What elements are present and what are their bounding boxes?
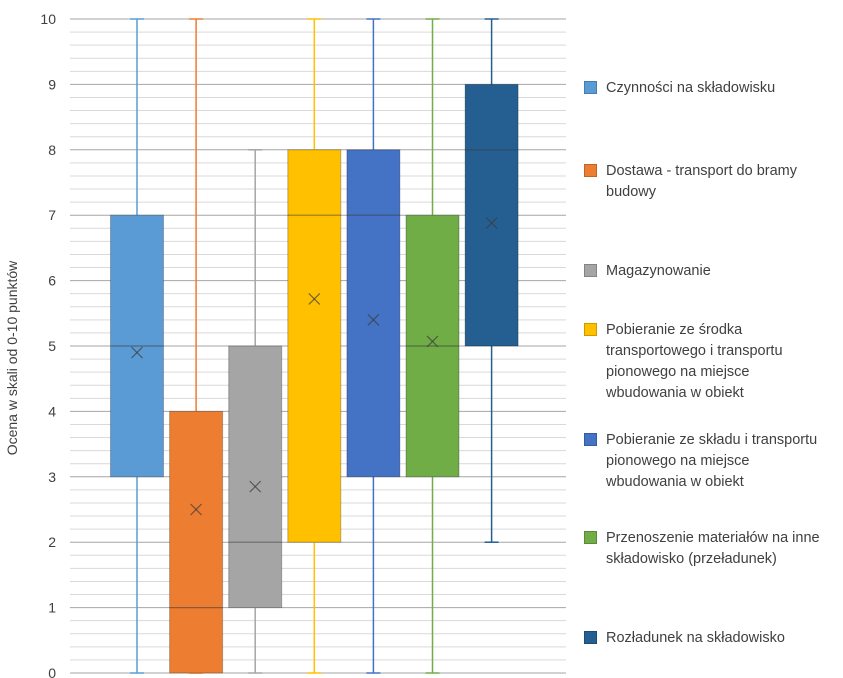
- y-tick-label: 2: [48, 534, 56, 550]
- boxes: [110, 18, 519, 674]
- y-tick-label: 3: [48, 469, 56, 485]
- legend-swatch: [584, 264, 597, 277]
- y-tick-label: 8: [48, 142, 56, 158]
- box-6: [405, 18, 460, 674]
- y-tick-label: 9: [48, 76, 56, 92]
- box-7: [464, 18, 519, 543]
- legend-swatch: [584, 433, 597, 446]
- legend-item: Czynności na składowisku: [584, 78, 775, 99]
- legend-swatch: [584, 164, 597, 177]
- y-tick-label: 1: [48, 600, 56, 616]
- box-2: [169, 18, 224, 674]
- legend-label: Magazynowanie: [606, 263, 711, 279]
- mean-marker: [190, 503, 203, 516]
- y-tick-label: 10: [40, 11, 56, 27]
- legend-item: Magazynowanie: [584, 261, 711, 282]
- legend-label: Czynności na składowisku: [606, 80, 776, 96]
- box-iqr: [228, 345, 283, 609]
- y-tick-label: 7: [48, 207, 56, 223]
- legend-item: Dostawa - transport do bramy budowy: [584, 161, 797, 203]
- mean-marker: [485, 217, 498, 229]
- box-iqr: [287, 149, 342, 543]
- mean-marker: [426, 335, 439, 348]
- box-4: [287, 18, 342, 674]
- mean-marker: [367, 313, 380, 326]
- legend-label: Dostawa - transport do bramy budowy: [606, 163, 797, 200]
- legend-item: Pobieranie ze środka transportowego i tr…: [584, 320, 783, 404]
- legend-swatch: [584, 81, 597, 94]
- legend: Czynności na składowisku Dostawa - transp…: [584, 0, 843, 678]
- box-5: [346, 18, 401, 674]
- y-axis-ticks: 0 1 2 3 4 5 6 7 8 9 10: [40, 11, 56, 678]
- y-axis-label: Ocena w skali od 0-10 punktów: [4, 260, 20, 455]
- box-iqr: [346, 149, 401, 478]
- y-tick-label: 4: [48, 403, 56, 419]
- y-tick-label: 6: [48, 273, 56, 289]
- legend-item: Rozładunek na składowisko: [584, 628, 785, 649]
- box-plot-chart: 0 1 2 3 4 5 6 7 8 9 10 Ocena w skali od 0-10 punkt…: [4, 11, 566, 678]
- mean-marker: [131, 346, 143, 359]
- box-3: [228, 149, 283, 674]
- box-iqr: [169, 410, 224, 674]
- y-tick-label: 5: [48, 338, 56, 354]
- legend-swatch: [584, 531, 597, 544]
- legend-label: Rozładunek na składowisko: [606, 630, 785, 646]
- legend-label: Pobieranie ze środka transportowego i tr…: [606, 322, 783, 401]
- box-iqr: [464, 83, 519, 347]
- mean-marker: [308, 292, 321, 305]
- y-tick-label: 0: [48, 665, 56, 678]
- mean-marker: [249, 480, 262, 493]
- legend-label: Przenoszenie materiałów na inne składowi…: [606, 530, 820, 567]
- legend-swatch: [584, 323, 597, 336]
- legend-item: Przenoszenie materiałów na inne składowi…: [584, 528, 820, 570]
- legend-swatch: [584, 631, 597, 644]
- legend-item: Pobieranie ze składu i transportu pionow…: [584, 430, 817, 493]
- box-1: [110, 18, 164, 674]
- legend-label: Pobieranie ze składu i transportu pionow…: [606, 432, 818, 490]
